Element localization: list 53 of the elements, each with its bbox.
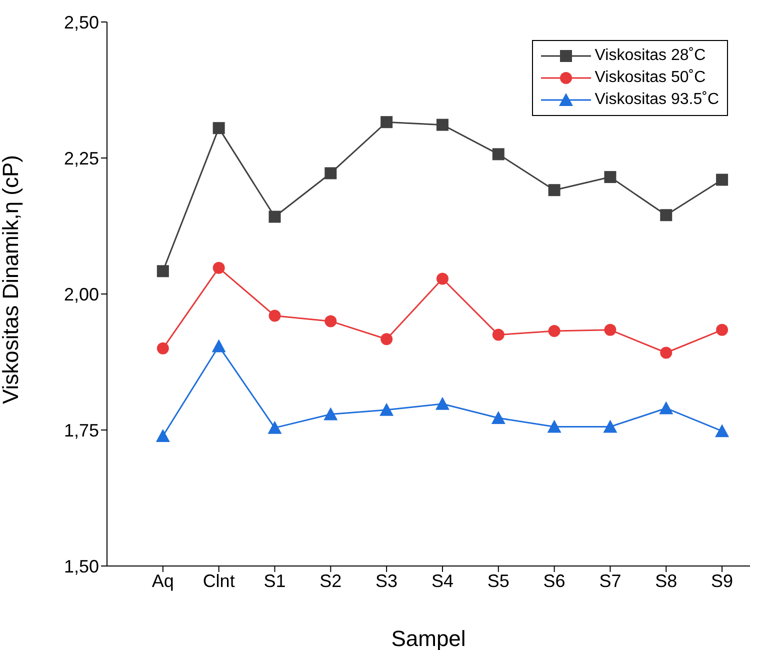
point [268,310,281,322]
y-tick-label: 1,50 [64,556,99,576]
point [604,324,616,336]
point [435,396,450,410]
point [212,262,225,274]
point [604,171,616,184]
y-tick-label: 2,25 [64,148,99,168]
x-tick-label: S1 [264,570,286,591]
x-tick-label: S7 [599,570,622,591]
y-tick-label: 2,50 [64,12,99,32]
point [660,209,672,222]
point [659,401,674,414]
x-tick-label: S8 [655,570,678,591]
point [547,420,562,433]
legend-label: Viskositas 50˚C [594,69,706,86]
point [380,116,393,128]
point [548,324,560,337]
x-tick-label: S2 [320,570,342,591]
y-tick-label: 1,75 [64,420,99,440]
point [212,339,226,352]
point [156,265,169,278]
x-tick-label: S3 [376,570,398,591]
point [436,272,448,285]
point [380,333,393,346]
point [603,420,618,433]
point [716,174,728,186]
point [268,210,281,223]
point [156,428,170,442]
point [324,167,337,180]
point [212,122,225,134]
y-tick-label: 2,00 [64,284,99,304]
point [715,424,730,438]
x-tick-label: S6 [543,570,566,591]
point [660,346,672,359]
point [491,411,506,424]
point [380,402,394,416]
point [268,420,282,434]
x-tick-label: S5 [487,570,510,591]
x-tick-label: S9 [711,570,734,591]
point [716,324,728,336]
x-tick-label: Clnt [202,570,235,591]
x-tick-label: Aq [152,570,174,591]
point [492,328,504,341]
point [156,342,169,354]
point [548,184,560,196]
y-axis-title: Viskositas Dinamik,η (cP) [0,155,23,404]
point [324,315,337,328]
x-tick-label: S4 [431,570,454,591]
legend-label: Viskositas 93.5˚C [594,91,719,108]
point [324,407,338,420]
point [492,148,504,160]
point [436,118,448,131]
legend-label: Viskositas 28˚C [594,47,706,64]
